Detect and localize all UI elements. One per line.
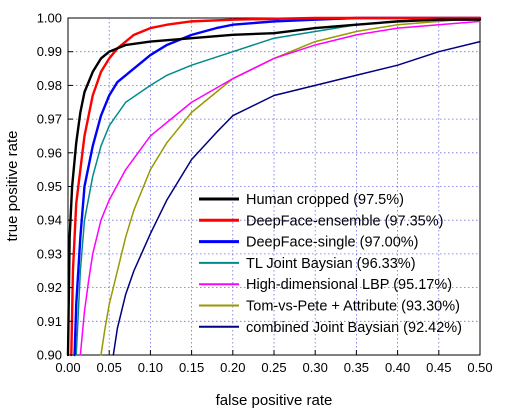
y-tick-label: 0.95: [37, 179, 62, 194]
x-tick-label: 0.50: [467, 360, 492, 375]
series-lines: [66, 16, 482, 357]
series-line: [112, 40, 481, 356]
series-line: [73, 16, 482, 357]
x-tick-label: 0.30: [303, 360, 328, 375]
legend-label: Human cropped (97.5%): [246, 192, 404, 208]
x-tick-label: 0.15: [179, 360, 204, 375]
y-tick-label: 0.94: [37, 213, 62, 228]
x-tick-label: 0.40: [385, 360, 410, 375]
y-tick-label: 0.97: [37, 112, 62, 127]
legend-label: combined Joint Baysian (92.42%): [246, 320, 462, 336]
series-line: [66, 18, 482, 357]
y-axis-title: true positive rate: [4, 131, 21, 242]
y-tick-label: 0.96: [37, 145, 62, 160]
x-tick-label: 0.20: [220, 360, 245, 375]
x-tick-label: 0.05: [97, 360, 122, 375]
y-tick-label: 1.00: [37, 11, 62, 26]
axes: 0.00 0.05 0.10 0.15 0.20 0.25 0.30 0.35 0.40 0.45…: [37, 11, 493, 376]
y-tick-label: 0.98: [37, 78, 62, 93]
x-tick-label: 0.25: [261, 360, 286, 375]
y-tick-label: 0.93: [37, 246, 62, 261]
x-axis-title: false positive rate: [216, 392, 333, 409]
y-tick-label: 0.92: [37, 280, 62, 295]
legend: Human cropped (97.5%) DeepFace-ensemble (…: [199, 192, 462, 336]
x-tick-label: 0.10: [138, 360, 163, 375]
legend-label: High-dimensional LBP (95.17%): [246, 277, 452, 293]
grid: [68, 18, 480, 355]
legend-label: DeepFace-ensemble (97.35%): [246, 213, 443, 229]
legend-label: TL Joint Baysian (96.33%): [246, 256, 416, 272]
series-line: [79, 20, 481, 356]
legend-label: DeepFace-single (97.00%): [246, 235, 418, 251]
y-tick-label: 0.90: [37, 348, 62, 363]
y-tick-label: 0.91: [37, 314, 62, 329]
x-tick-label: 0.45: [426, 360, 451, 375]
legend-label: Tom-vs-Pete + Attribute (93.30%): [246, 299, 460, 315]
y-tick-label: 0.99: [37, 44, 62, 59]
x-tick-label: 0.00: [55, 360, 80, 375]
x-tick-label: 0.35: [344, 360, 369, 375]
series-line: [100, 17, 481, 356]
series-line: [70, 16, 482, 357]
